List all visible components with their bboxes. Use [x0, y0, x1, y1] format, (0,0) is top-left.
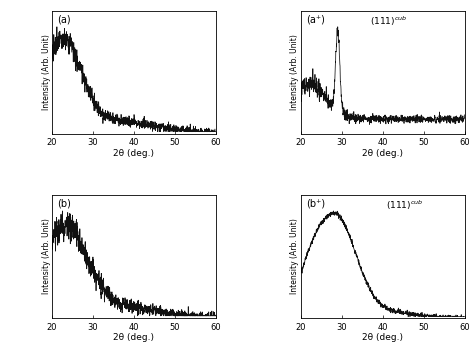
X-axis label: 2θ (deg.): 2θ (deg.) — [113, 149, 155, 158]
Text: (b⁺): (b⁺) — [306, 199, 325, 209]
Text: $(111)^{cub}$: $(111)^{cub}$ — [370, 14, 407, 28]
Text: (b): (b) — [57, 199, 71, 209]
Text: (a): (a) — [57, 14, 71, 25]
Text: (a⁺): (a⁺) — [306, 14, 325, 25]
Y-axis label: Intensity (Arb. Unit): Intensity (Arb. Unit) — [42, 34, 51, 110]
X-axis label: 2θ (deg.): 2θ (deg.) — [362, 149, 403, 158]
Y-axis label: Intensity (Arb. Unit): Intensity (Arb. Unit) — [291, 218, 300, 294]
Text: $(111)^{cub}$: $(111)^{cub}$ — [386, 199, 423, 212]
Y-axis label: Intensity (Arb. Unit): Intensity (Arb. Unit) — [291, 34, 300, 110]
X-axis label: 2θ (deg.): 2θ (deg.) — [113, 333, 155, 342]
Y-axis label: Intensity (Arb. Unit): Intensity (Arb. Unit) — [42, 218, 51, 294]
X-axis label: 2θ (deg.): 2θ (deg.) — [362, 333, 403, 342]
